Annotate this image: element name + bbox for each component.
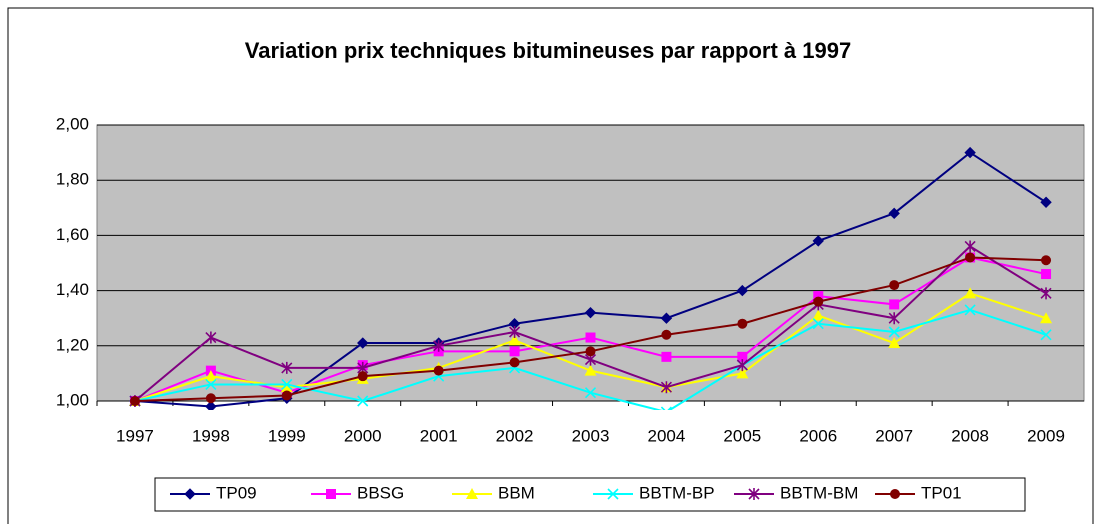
- marker: [508, 334, 521, 346]
- marker: [748, 488, 760, 500]
- marker: [357, 337, 369, 349]
- marker: [205, 378, 217, 391]
- marker: [433, 339, 445, 352]
- marker: [812, 235, 824, 247]
- marker: [509, 346, 520, 357]
- x-tick-label: 2004: [648, 426, 686, 445]
- x-tick-label: 2001: [420, 426, 458, 445]
- marker: [661, 351, 672, 362]
- x-tick-label: 1997: [116, 426, 154, 445]
- marker: [1040, 196, 1052, 208]
- x-tick-label: 1998: [192, 426, 230, 445]
- marker: [281, 378, 293, 391]
- marker: [660, 312, 673, 324]
- marker: [584, 306, 597, 319]
- x-tick-label: 2000: [344, 426, 382, 445]
- x-tick-label: 2008: [951, 426, 989, 445]
- marker: [1040, 312, 1053, 324]
- x-tick-label: 2006: [799, 426, 837, 445]
- x-tick-label: 1999: [268, 426, 306, 445]
- legend-label: BBTM-BP: [639, 483, 715, 502]
- marker: [964, 146, 976, 159]
- marker: [433, 365, 444, 376]
- marker: [585, 332, 596, 343]
- marker: [129, 396, 140, 406]
- marker: [1040, 329, 1052, 341]
- marker: [281, 390, 292, 401]
- marker: [357, 371, 368, 382]
- legend-label: TP09: [216, 483, 257, 502]
- legend-label: TP01: [921, 483, 962, 502]
- marker: [280, 381, 293, 393]
- marker: [466, 488, 478, 499]
- marker: [205, 400, 217, 410]
- marker: [889, 280, 900, 291]
- marker: [812, 309, 825, 321]
- marker: [737, 318, 748, 329]
- chart-title: Variation prix techniques bitumineuses p…: [245, 38, 851, 63]
- y-tick-label: 1,80: [56, 170, 89, 189]
- marker: [964, 240, 976, 253]
- marker: [888, 207, 900, 220]
- marker: [1041, 269, 1052, 280]
- marker: [661, 329, 672, 340]
- marker: [204, 370, 217, 382]
- marker: [812, 318, 824, 330]
- marker: [888, 312, 900, 325]
- marker: [736, 359, 748, 372]
- marker: [660, 381, 672, 394]
- x-tick-label: 2007: [875, 426, 913, 445]
- legend-label: BBM: [498, 483, 535, 502]
- marker: [184, 488, 196, 500]
- legend-label: BBSG: [357, 483, 404, 502]
- marker: [813, 291, 824, 302]
- y-tick-label: 1,60: [56, 225, 89, 244]
- marker: [509, 357, 520, 368]
- marker: [584, 364, 597, 376]
- marker: [1040, 287, 1052, 300]
- marker: [584, 387, 597, 399]
- y-tick-label: 1,40: [56, 280, 89, 299]
- marker: [888, 326, 900, 338]
- marker: [205, 393, 216, 404]
- legend-label: BBTM-BM: [780, 483, 858, 502]
- marker: [660, 406, 672, 410]
- x-tick-label: 2009: [1027, 426, 1065, 445]
- y-tick-label: 1,00: [56, 390, 89, 409]
- marker: [737, 351, 748, 362]
- x-tick-label: 2005: [723, 426, 761, 445]
- x-tick-label: 2003: [572, 426, 610, 445]
- x-tick-label: 2002: [496, 426, 534, 445]
- plot-series: [128, 146, 1053, 410]
- marker: [205, 331, 217, 344]
- y-tick-label: 2,00: [56, 114, 89, 133]
- marker: [964, 287, 977, 299]
- marker: [509, 326, 521, 338]
- marker: [964, 304, 976, 316]
- marker: [1041, 255, 1052, 266]
- marker: [281, 361, 293, 374]
- marker: [326, 489, 336, 499]
- marker: [607, 488, 619, 500]
- marker: [813, 296, 824, 307]
- marker: [585, 346, 596, 357]
- y-tick-label: 1,20: [56, 335, 89, 354]
- marker: [890, 489, 900, 499]
- marker: [357, 395, 369, 407]
- marker: [736, 367, 749, 379]
- marker: [965, 252, 976, 263]
- marker: [889, 299, 900, 310]
- marker: [736, 284, 749, 297]
- marker: [888, 337, 901, 349]
